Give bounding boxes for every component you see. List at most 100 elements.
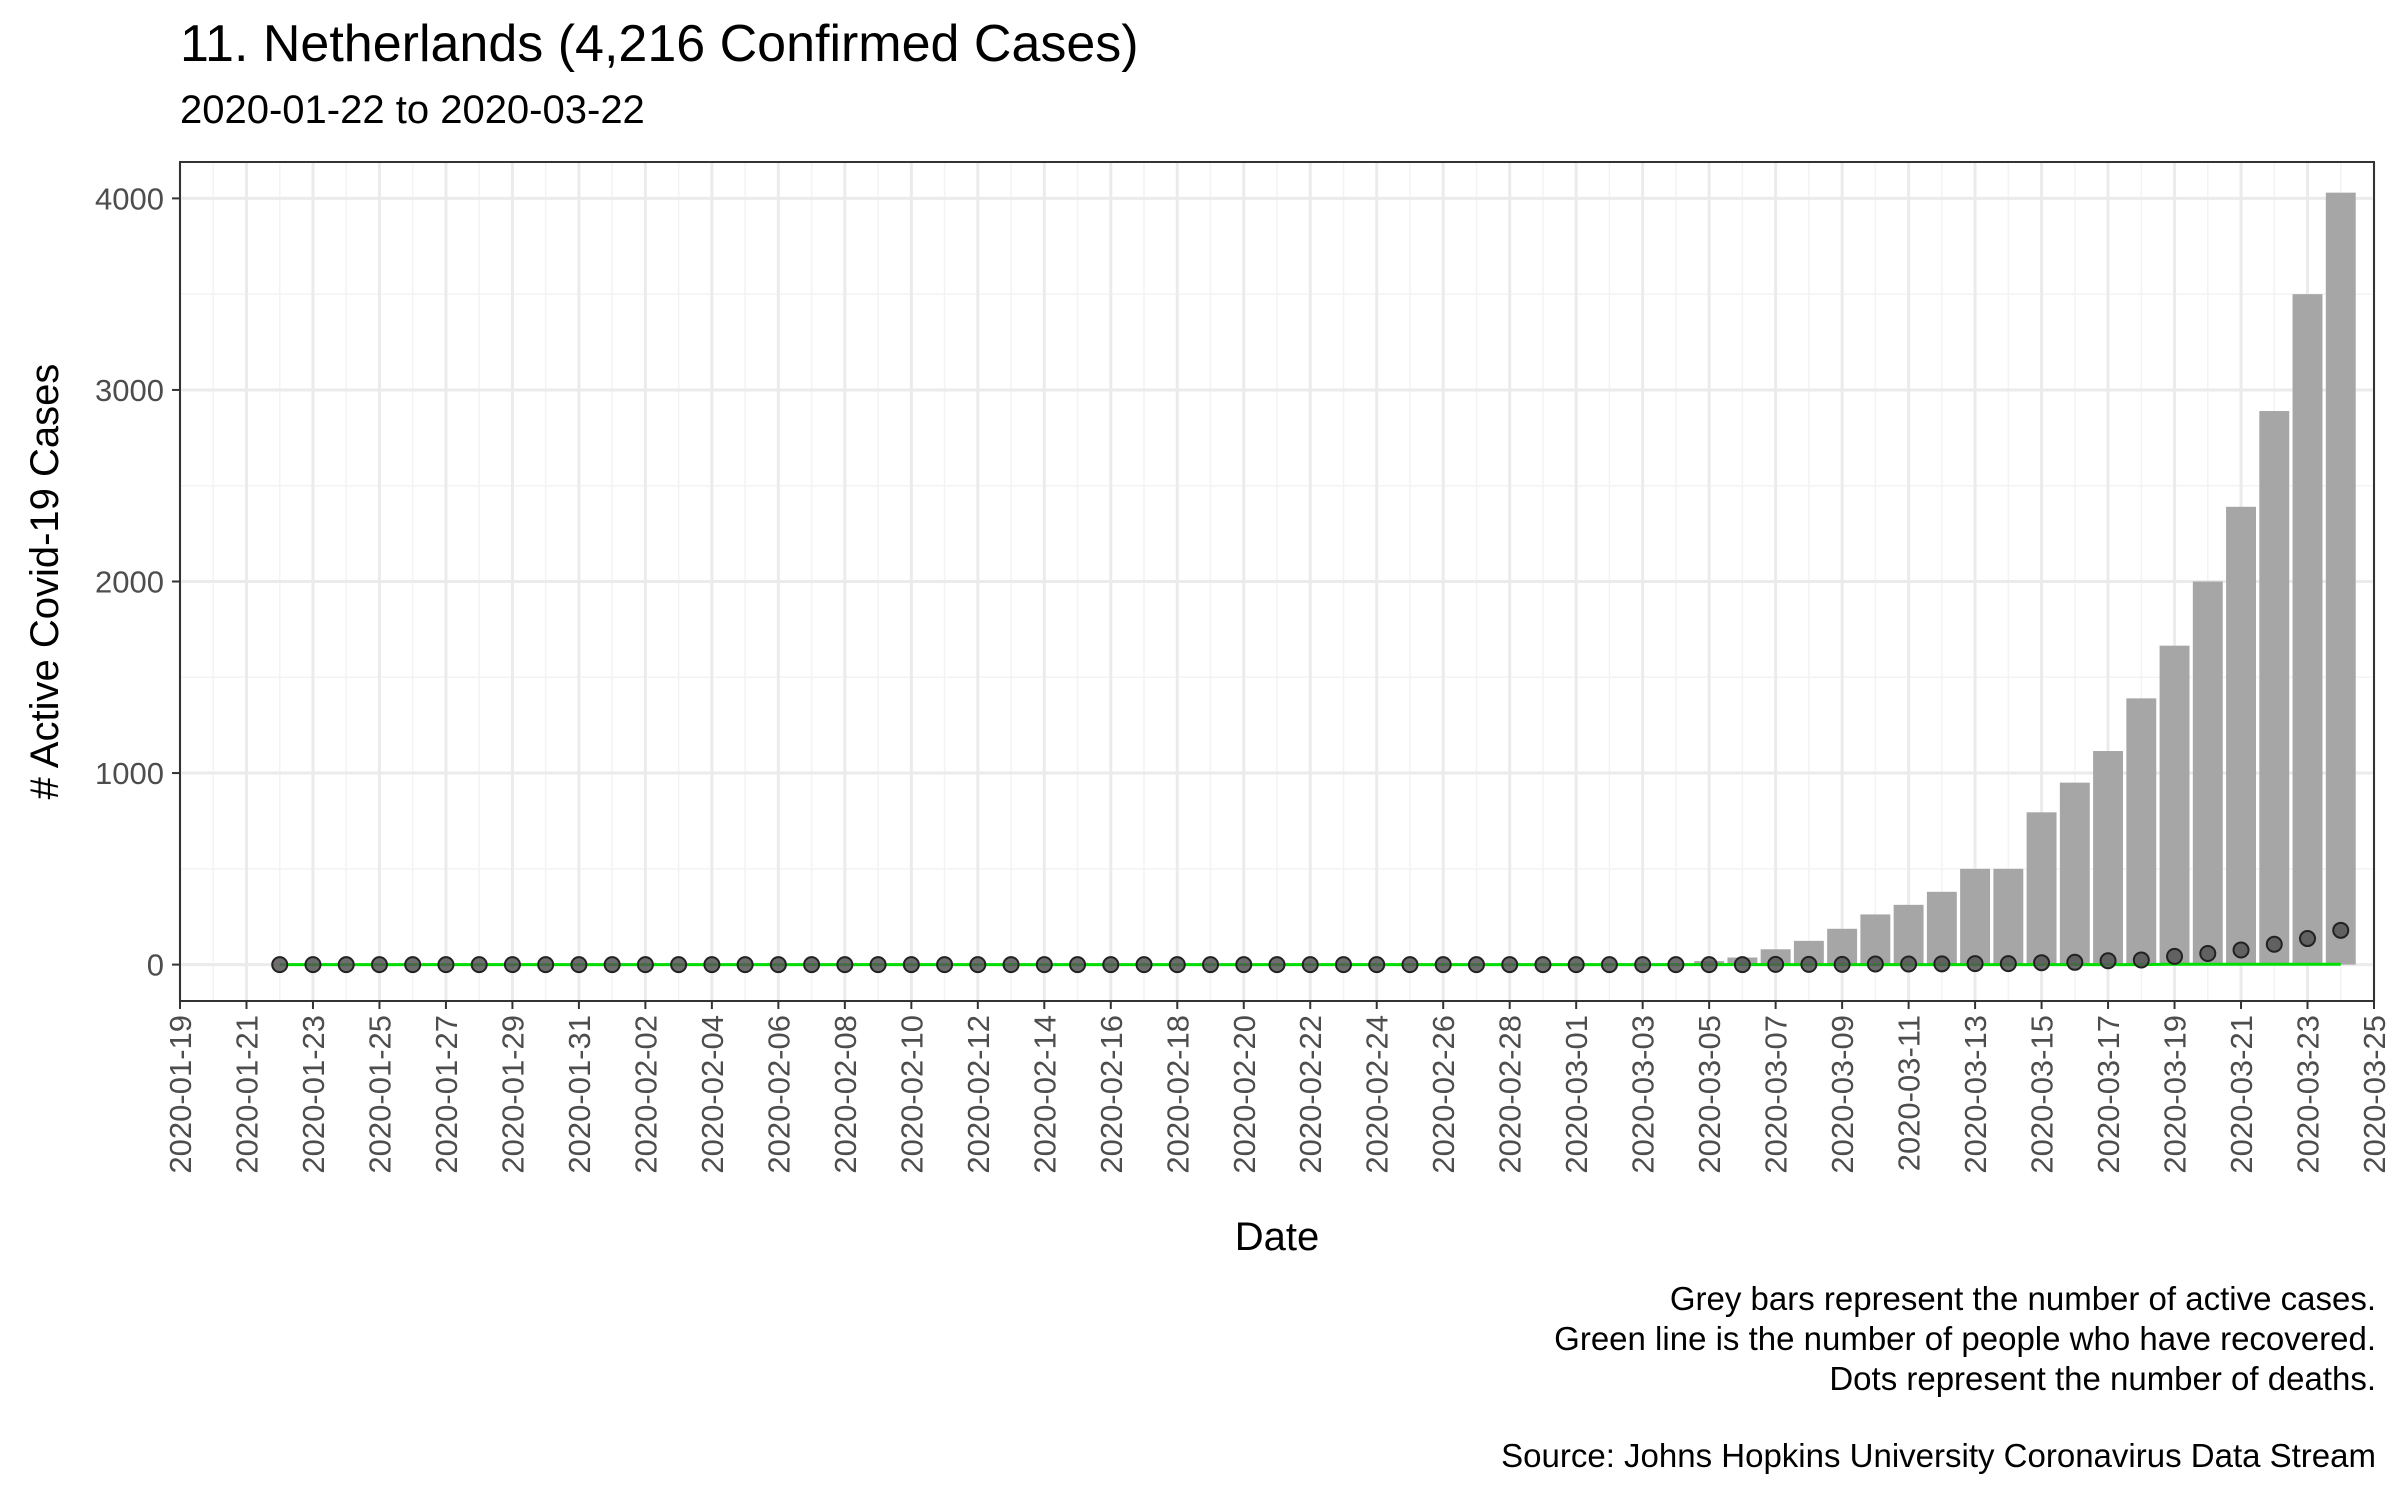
death-dot (1434, 956, 1452, 974)
bar (2059, 782, 2090, 965)
death-dot (636, 956, 654, 974)
death-dot (1567, 956, 1585, 974)
death-dot (2066, 953, 2084, 971)
x-tick-label: 2020-03-07 (1759, 1015, 1794, 1174)
death-dot (969, 956, 987, 974)
death-dot (1135, 956, 1153, 974)
bar (2259, 411, 2290, 965)
x-tick-label: 2020-02-08 (828, 1015, 863, 1174)
death-dot (1467, 956, 1485, 974)
x-axis-title: Date (1235, 1215, 1320, 1259)
x-tick-label: 2020-02-18 (1160, 1015, 1195, 1174)
death-dot (337, 956, 355, 974)
bar (2292, 294, 2323, 965)
bar (1993, 868, 2024, 965)
x-tick-label: 2020-02-10 (894, 1015, 929, 1174)
death-dot (1401, 956, 1419, 974)
bar (1893, 904, 1924, 965)
death-dot (1667, 956, 1685, 974)
death-dot (2265, 935, 2283, 953)
death-dot (703, 956, 721, 974)
x-tick-label: 2020-03-03 (1626, 1015, 1661, 1174)
death-dot (1700, 956, 1718, 974)
death-dot (2166, 947, 2184, 965)
death-dot (1800, 955, 1818, 973)
death-dot (1334, 956, 1352, 974)
caption-line: Green line is the number of people who h… (1554, 1320, 2376, 1357)
death-dot (470, 956, 488, 974)
y-tick-label: 0 (147, 948, 164, 983)
x-tick-label: 2020-01-29 (495, 1015, 530, 1174)
death-dot (2199, 944, 2217, 962)
chart-subtitle: 2020-01-22 to 2020-03-22 (180, 88, 645, 132)
death-dot (2299, 930, 2317, 948)
x-tick-label: 2020-02-26 (1426, 1015, 1461, 1174)
caption-dots: Dots represent the number of deaths. (1829, 1360, 2376, 1397)
x-tick-label: 2020-02-24 (1360, 1015, 1395, 1174)
death-dot (1168, 956, 1186, 974)
x-tick-label: 2020-02-16 (1094, 1015, 1129, 1174)
x-tick-label: 2020-02-12 (961, 1015, 996, 1174)
death-dot (769, 956, 787, 974)
x-tick-label: 2020-02-28 (1493, 1015, 1528, 1174)
y-tick-label: 4000 (95, 181, 164, 216)
bar (2226, 506, 2256, 965)
death-dot (1634, 956, 1652, 974)
death-dot (370, 956, 388, 974)
death-dot (537, 956, 555, 974)
death-dot (736, 956, 754, 974)
death-dot (1202, 956, 1220, 974)
death-dot (1102, 956, 1120, 974)
x-tick-label: 2020-02-22 (1293, 1015, 1328, 1174)
death-dot (1767, 955, 1785, 973)
y-axis-title: # Active Covid-19 Cases (23, 364, 67, 800)
death-dot (1035, 956, 1053, 974)
death-dot (902, 956, 920, 974)
death-dot (2232, 941, 2250, 959)
x-tick-label: 2020-02-04 (695, 1015, 730, 1174)
death-dot (1534, 956, 1552, 974)
death-dot (1933, 955, 1951, 973)
bar (2093, 751, 2124, 965)
death-dot (1368, 956, 1386, 974)
death-dot (836, 956, 854, 974)
death-dot (1268, 956, 1286, 974)
death-dot (670, 956, 688, 974)
bar (1926, 891, 1957, 965)
x-tick-label: 2020-03-23 (2291, 1015, 2326, 1174)
x-tick-label: 2020-03-13 (1958, 1015, 1993, 1174)
x-tick-label: 2020-03-09 (1825, 1015, 1860, 1174)
bar (2159, 645, 2190, 965)
x-tick-label: 2020-02-14 (1027, 1015, 1062, 1174)
x-tick-label: 2020-03-21 (2224, 1015, 2259, 1174)
death-dot (803, 956, 821, 974)
death-dot (1069, 956, 1087, 974)
death-dot (1733, 956, 1751, 974)
x-tick-label: 2020-01-21 (229, 1015, 264, 1174)
death-dot (1600, 956, 1618, 974)
chart-title: 11. Netherlands (4,216 Confirmed Cases) (180, 15, 1139, 73)
death-dot (570, 956, 588, 974)
death-dot (603, 956, 621, 974)
death-dot (1966, 955, 1984, 973)
death-dot (271, 956, 289, 974)
x-tick-label: 2020-03-05 (1692, 1015, 1727, 1174)
death-dot (1999, 955, 2017, 973)
death-dot (503, 956, 521, 974)
x-tick-label: 2020-03-19 (2158, 1015, 2193, 1174)
death-dot (2099, 952, 2117, 970)
x-tick-label: 2020-03-25 (2357, 1015, 2392, 1174)
bar (1960, 868, 1991, 965)
x-tick-label: 2020-01-19 (163, 1015, 198, 1174)
bar (2026, 812, 2057, 965)
death-dot (1301, 956, 1319, 974)
x-tick-label: 2020-01-27 (429, 1015, 464, 1174)
death-dot (404, 956, 422, 974)
death-dot (437, 956, 455, 974)
x-tick-label: 2020-01-23 (296, 1015, 331, 1174)
death-dot (869, 956, 887, 974)
x-tick-label: 2020-02-06 (761, 1015, 796, 1174)
death-dot (2033, 954, 2051, 972)
death-dot (936, 956, 954, 974)
